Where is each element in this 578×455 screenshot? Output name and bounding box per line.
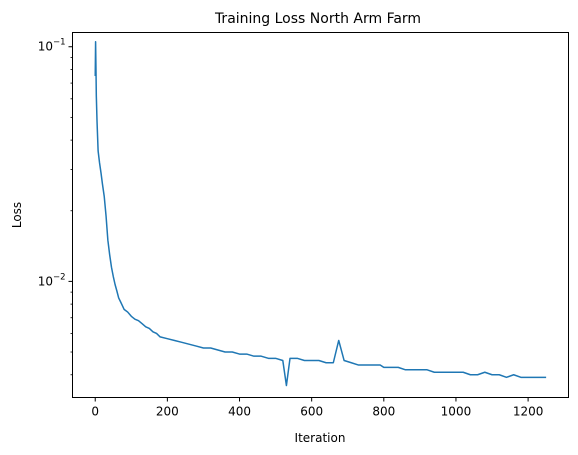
x-tick-label: 1200 [513,405,544,419]
y-tick-label: 10−1 [38,38,66,54]
y-axis-label: Loss [10,202,24,228]
x-tick-label: 800 [372,405,395,419]
plot-area [72,32,569,398]
x-tick-label: 600 [300,405,323,419]
x-axis-ticks: 0 200 400 600 800 1000 1200 [91,397,544,419]
y-axis-ticks: 10−2 10−1 [38,38,73,288]
x-tick-label: 400 [228,405,251,419]
plot-frame [72,32,569,398]
y-tick-label: 10−2 [38,272,66,288]
x-axis-label: Iteration [295,431,346,445]
x-tick-label: 200 [156,405,179,419]
chart-title: Training Loss North Arm Farm [214,11,421,27]
x-tick-label: 1000 [441,405,472,419]
y-axis-minor-ticks [70,57,73,376]
loss-series-line [94,41,547,387]
x-tick-label: 0 [91,405,99,419]
